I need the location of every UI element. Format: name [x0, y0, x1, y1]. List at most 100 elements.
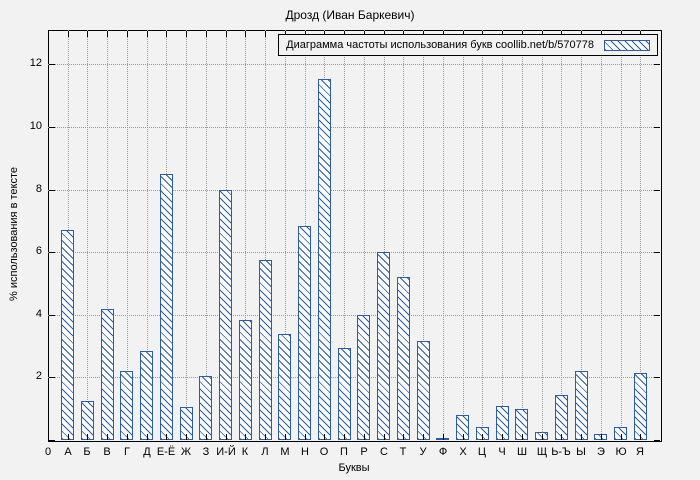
- bar: [259, 260, 272, 440]
- grid-line-v: [561, 30, 563, 440]
- bar: [535, 432, 548, 440]
- grid-line-v: [403, 30, 405, 440]
- y-tick-label: 12: [29, 57, 42, 70]
- bar: [634, 373, 647, 440]
- grid-line-v: [265, 30, 267, 440]
- x-tick-label: Ж: [180, 446, 192, 458]
- bar: [180, 407, 193, 440]
- grid-line-h: [48, 314, 660, 316]
- x-tick-label: Х: [459, 446, 467, 458]
- grid-line-v: [383, 30, 385, 440]
- x-tick-label: П: [340, 446, 348, 458]
- x-tick-label: Ю: [615, 446, 627, 458]
- bar: [377, 252, 390, 440]
- grid-line-v: [640, 30, 642, 440]
- axis-tick: [49, 377, 55, 379]
- axis-tick: [442, 434, 444, 440]
- bar: [199, 376, 212, 440]
- bar: [575, 371, 588, 440]
- x-tick-label: Ш: [516, 446, 528, 458]
- axis-tick: [482, 434, 484, 440]
- grid-line-v: [541, 30, 543, 440]
- x-tick-label: Д: [143, 446, 151, 458]
- axis-tick: [146, 434, 148, 440]
- grid-line-v: [620, 30, 622, 440]
- legend-label: Диаграмма частоты использования букв coo…: [286, 39, 594, 51]
- y-tick-label: 10: [29, 120, 42, 133]
- axis-tick: [49, 189, 55, 191]
- bar: [338, 348, 351, 440]
- axis-tick: [87, 31, 89, 37]
- axis-tick: [49, 314, 55, 316]
- x-tick-label: В: [103, 446, 111, 458]
- bar: [61, 230, 74, 440]
- grid-line-v: [482, 30, 484, 440]
- grid-line-v: [87, 30, 89, 440]
- axis-tick: [87, 434, 89, 440]
- axis-tick: [654, 64, 660, 66]
- axis-tick: [654, 127, 660, 129]
- axis-tick: [561, 434, 563, 440]
- x-tick-label: Щ: [536, 446, 548, 458]
- y-tick-label: 2: [35, 370, 42, 383]
- axis-tick: [225, 31, 227, 37]
- axis-tick: [166, 31, 168, 37]
- x-tick-label: Р: [360, 446, 368, 458]
- axis-tick: [205, 434, 207, 440]
- x-tick-label: Ц: [477, 446, 487, 458]
- x-tick-label: Э: [597, 446, 605, 458]
- x-tick-label: Е-Ё: [156, 446, 176, 458]
- axis-tick: [49, 440, 55, 441]
- axis-tick: [502, 434, 504, 440]
- y-tick-label: 4: [35, 307, 42, 320]
- axis-tick: [245, 434, 247, 440]
- bar: [278, 334, 291, 440]
- grid-line-v: [245, 30, 247, 440]
- axis-tick: [265, 31, 267, 37]
- bar: [120, 371, 133, 440]
- bar: [555, 395, 568, 440]
- x-tick-label: Ь-Ъ: [551, 446, 571, 458]
- axis-tick: [620, 434, 622, 440]
- axis-tick: [344, 434, 346, 440]
- x-tick-label: С: [380, 446, 388, 458]
- axis-tick: [186, 434, 188, 440]
- axis-tick: [49, 252, 55, 254]
- x-tick-label: И-Й: [216, 446, 236, 458]
- axis-tick: [225, 434, 227, 440]
- grid-line-v: [344, 30, 346, 440]
- grid-line-v: [462, 30, 464, 440]
- grid-line-v: [502, 30, 504, 440]
- x-tick-label: О: [319, 446, 329, 458]
- x-tick-label: Ы: [576, 446, 586, 458]
- grid-line-v: [205, 30, 207, 440]
- grid-line-h: [48, 127, 660, 129]
- grid-line-h: [48, 377, 660, 379]
- axis-tick: [654, 252, 660, 254]
- axis-tick: [49, 64, 55, 66]
- grid-line-v: [126, 30, 128, 440]
- grid-line-v: [581, 30, 583, 440]
- axis-tick: [541, 434, 543, 440]
- axis-tick: [403, 434, 405, 440]
- axis-tick: [462, 434, 464, 440]
- axis-tick: [49, 127, 55, 129]
- axis-tick: [126, 434, 128, 440]
- bar: [219, 190, 232, 440]
- x-tick-label: Н: [301, 446, 309, 458]
- bar: [614, 427, 627, 440]
- axis-tick: [521, 434, 523, 440]
- x-tick-label: У: [419, 446, 427, 458]
- x-tick-label: Б: [83, 446, 91, 458]
- y-tick-label: 8: [35, 182, 42, 195]
- bar: [239, 320, 252, 440]
- grid-line-h: [48, 252, 660, 254]
- axis-tick: [205, 31, 207, 37]
- x-axis-label: Буквы: [338, 462, 370, 474]
- chart-title: Дрозд (Иван Баркевич): [285, 8, 415, 22]
- axis-tick: [166, 434, 168, 440]
- grid-line-v: [146, 30, 148, 440]
- legend-swatch: [604, 39, 650, 51]
- bar: [140, 351, 153, 440]
- bar: [160, 174, 173, 440]
